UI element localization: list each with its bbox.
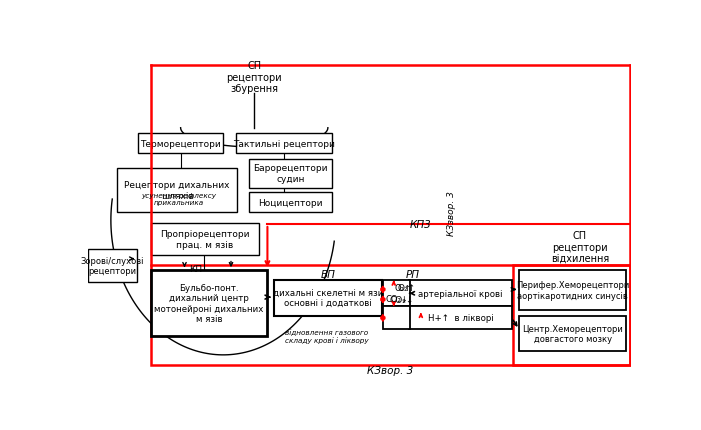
Text: КЗзвор. 3: КЗзвор. 3: [447, 190, 456, 235]
Text: КЗвор. 3: КЗвор. 3: [367, 366, 413, 375]
Text: Тактильні рецептори: Тактильні рецептори: [233, 139, 334, 148]
Text: КП3: КП3: [410, 219, 432, 230]
Text: O₂↑: O₂↑: [395, 284, 411, 293]
Bar: [249, 193, 332, 213]
Bar: [249, 159, 332, 188]
Bar: [519, 270, 626, 310]
Bar: [409, 280, 512, 307]
Text: O₂↑: O₂↑: [397, 284, 416, 293]
Bar: [513, 265, 630, 365]
Bar: [151, 265, 630, 365]
Bar: [236, 134, 332, 154]
Bar: [409, 307, 512, 330]
Text: H+↑  в лікворі: H+↑ в лікворі: [428, 313, 494, 322]
Text: Рецептори дихальних
шляхів: Рецептори дихальних шляхів: [124, 181, 230, 200]
Text: Терморецептори: Терморецептори: [140, 139, 221, 148]
Text: Перифер.Хеморецептори
аортікаротидних синусів: Перифер.Хеморецептори аортікаротидних си…: [516, 281, 629, 300]
Text: відновлення газового
складу крові і ліквору: відновлення газового складу крові і лікв…: [285, 329, 368, 343]
Bar: [88, 250, 137, 282]
Text: СП
рецептори
збурення: СП рецептори збурення: [226, 61, 282, 94]
Text: дихальні скелетні м язи
основні і додаткові: дихальні скелетні м язи основні і додатк…: [273, 289, 383, 308]
Text: Зорові/слухові
рецептори: Зорові/слухові рецептори: [81, 256, 144, 276]
Text: артеріальної крові: артеріальної крові: [418, 289, 503, 298]
Bar: [273, 280, 382, 316]
Text: ВП: ВП: [320, 269, 335, 280]
Text: КП: КП: [189, 264, 203, 273]
Text: CO₂↓: CO₂↓: [386, 295, 409, 304]
Text: Бульбо-понт.
дихальний центр
мотонейроні дихальних
м язів: Бульбо-понт. дихальний центр мотонейроні…: [154, 283, 264, 323]
Text: CO₂↓: CO₂↓: [390, 295, 414, 304]
Text: Ноцицептори: Ноцицептори: [258, 199, 322, 207]
Text: СП
рецептори
відхилення: СП рецептори відхилення: [550, 231, 609, 264]
Bar: [383, 307, 410, 330]
Text: Пропріорецептори
прац. м язів: Пропріорецептори прац. м язів: [161, 230, 250, 249]
Bar: [151, 224, 259, 255]
Bar: [519, 316, 626, 351]
Bar: [151, 270, 266, 336]
Text: Центр.Хеморецептори
довгастого мозку: Центр.Хеморецептори довгастого мозку: [522, 324, 623, 343]
Bar: [117, 169, 237, 213]
Bar: [383, 280, 410, 307]
Bar: [138, 134, 223, 154]
Text: Барорецептори
судин: Барорецептори судин: [253, 164, 327, 184]
Text: РП: РП: [406, 269, 420, 280]
Text: усунення рефлексу
прикальника: усунення рефлексу прикальника: [142, 193, 217, 206]
